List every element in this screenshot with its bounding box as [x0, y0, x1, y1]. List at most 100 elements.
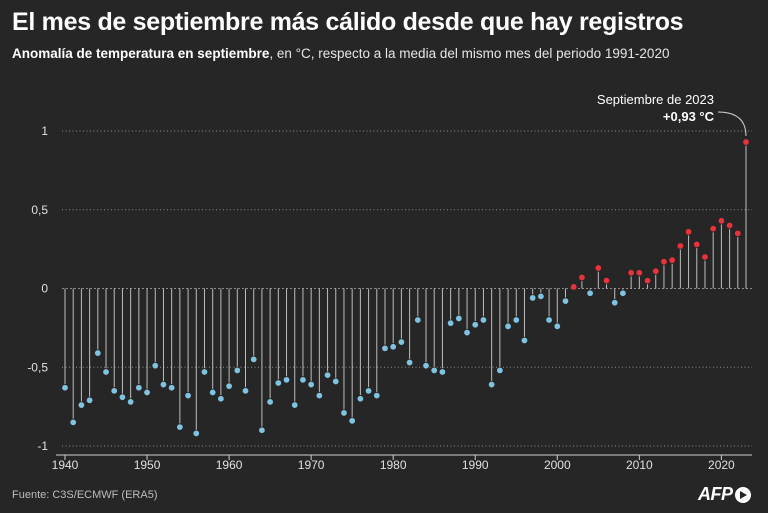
- data-point: [151, 361, 159, 370]
- data-point: [299, 376, 307, 384]
- annotation-value: +0,93 °C: [663, 109, 715, 124]
- data-point: [69, 418, 77, 427]
- data-point: [274, 379, 283, 387]
- data-point: [348, 417, 356, 425]
- data-point: [553, 322, 561, 330]
- data-point: [742, 138, 750, 146]
- data-point: [455, 314, 463, 323]
- annotation-title: Septiembre de 2023: [597, 92, 714, 107]
- afp-logo-icon: [734, 486, 751, 503]
- data-point: [569, 283, 578, 291]
- chart-title: El mes de septiembre más cálido desde qu…: [12, 8, 684, 36]
- data-point: [307, 380, 315, 389]
- data-point: [184, 391, 192, 400]
- data-point: [323, 371, 332, 379]
- data-point: [373, 391, 381, 400]
- data-point: [619, 289, 627, 297]
- data-point: [159, 380, 168, 389]
- data-point: [471, 321, 479, 329]
- data-point: [389, 343, 397, 351]
- x-tick-label: 1970: [298, 458, 325, 472]
- afp-logo-text: AFP: [698, 484, 733, 504]
- x-tick-label: 1940: [52, 458, 79, 472]
- data-point: [266, 398, 274, 406]
- data-point: [61, 384, 69, 392]
- y-tick-label: 0: [41, 282, 48, 296]
- data-point: [611, 298, 619, 307]
- y-tick-label: -1: [37, 439, 48, 453]
- data-point: [200, 368, 209, 376]
- y-tick-label: -0,5: [27, 360, 48, 374]
- x-tick-label: 2000: [544, 458, 571, 472]
- data-point: [652, 267, 660, 275]
- data-point: [118, 393, 127, 401]
- data-point: [430, 366, 438, 375]
- data-point: [463, 328, 471, 337]
- data-point: [364, 387, 373, 395]
- data-point: [487, 380, 496, 389]
- data-point: [676, 242, 685, 250]
- data-point: [504, 322, 512, 330]
- data-point: [241, 387, 250, 395]
- data-point: [668, 256, 676, 264]
- data-point: [332, 377, 340, 386]
- data-point: [208, 388, 217, 397]
- data-point: [479, 316, 488, 324]
- x-tick-label: 1950: [134, 458, 161, 472]
- data-point: [102, 368, 110, 376]
- data-point: [250, 355, 258, 364]
- data-point: [94, 349, 102, 357]
- data-point: [291, 401, 299, 409]
- data-point: [126, 398, 135, 406]
- afp-logo: AFP: [698, 484, 751, 505]
- data-point: [77, 401, 86, 409]
- data-point: [422, 361, 430, 370]
- data-point: [233, 366, 242, 375]
- data-point: [258, 426, 266, 434]
- data-point: [627, 269, 635, 277]
- data-point: [693, 240, 701, 249]
- data-point: [282, 376, 291, 384]
- data-point: [143, 388, 151, 397]
- x-tick-label: 1980: [380, 458, 407, 472]
- data-point: [85, 396, 94, 405]
- data-point: [217, 395, 225, 403]
- data-point: [545, 316, 553, 324]
- data-point: [192, 429, 200, 438]
- data-point: [660, 258, 668, 266]
- subtitle-bold: Anomalía de temperatura en septiembre: [12, 46, 270, 61]
- data-point: [561, 297, 570, 305]
- x-tick-label: 2020: [708, 458, 735, 472]
- data-point: [167, 384, 176, 392]
- data-point: [602, 276, 611, 285]
- data-point: [578, 273, 586, 282]
- annotation-connector: [717, 111, 747, 137]
- data-point: [635, 269, 644, 277]
- data-point: [717, 217, 726, 225]
- y-tick-label: 0,5: [31, 203, 48, 217]
- source-note: Fuente: C3S/ECMWF (ERA5): [12, 489, 158, 501]
- data-point: [709, 224, 717, 233]
- data-point: [586, 289, 594, 297]
- chart-subtitle: Anomalía de temperatura en septiembre, e…: [12, 46, 669, 61]
- data-point: [397, 338, 406, 346]
- data-point: [135, 384, 143, 392]
- data-point: [643, 276, 652, 285]
- data-point: [356, 395, 365, 403]
- data-point: [176, 423, 184, 431]
- data-point: [684, 228, 693, 236]
- data-point: [594, 264, 603, 272]
- data-point: [725, 221, 734, 230]
- data-point: [734, 229, 742, 238]
- data-point: [405, 358, 414, 367]
- data-point: [438, 368, 447, 376]
- data-point: [315, 391, 324, 400]
- data-point: [496, 366, 504, 375]
- subtitle-rest: , en °C, respecto a la media del mismo m…: [269, 46, 670, 61]
- data-point: [537, 292, 545, 301]
- data-point: [701, 253, 709, 261]
- data-point: [381, 344, 389, 353]
- data-point: [110, 387, 118, 395]
- data-point: [225, 382, 233, 390]
